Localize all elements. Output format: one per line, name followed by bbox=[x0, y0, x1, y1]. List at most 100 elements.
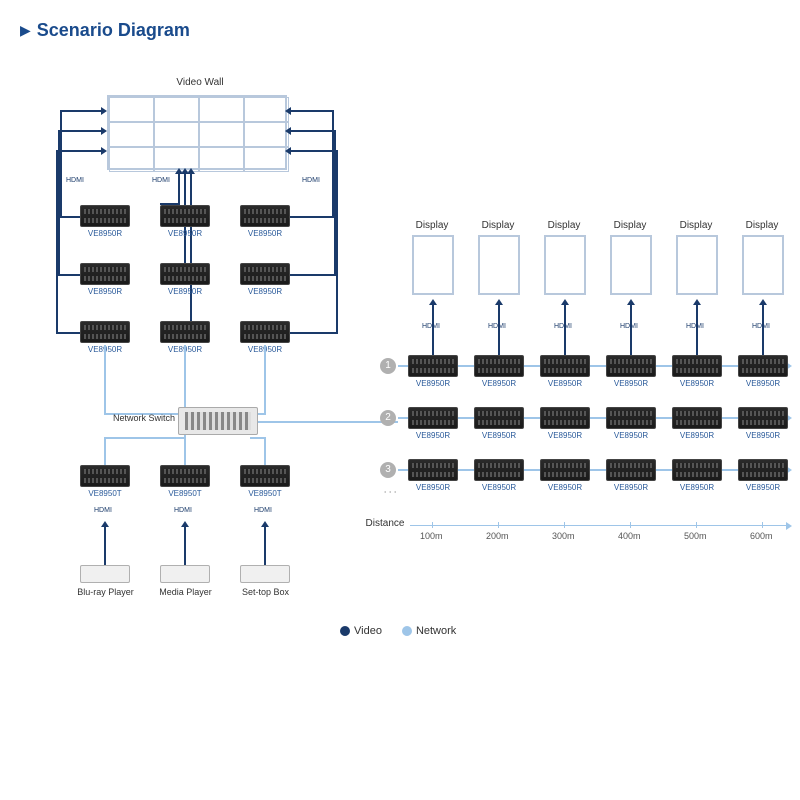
display-box bbox=[742, 235, 784, 295]
device-label: VE8950R bbox=[80, 229, 130, 238]
device-label: VE8950R bbox=[672, 379, 722, 388]
receiver-device bbox=[474, 459, 524, 481]
display-label: Display bbox=[407, 220, 457, 231]
device-label: VE8950R bbox=[738, 431, 788, 440]
device-label: VE8950R bbox=[606, 483, 656, 492]
device-label: VE8950R bbox=[160, 229, 210, 238]
device-label: VE8950R bbox=[474, 483, 524, 492]
video-wall-grid bbox=[107, 95, 287, 170]
legend-network: Network bbox=[402, 625, 456, 637]
receiver-device bbox=[606, 407, 656, 429]
distance-axis bbox=[410, 525, 788, 526]
receiver-device bbox=[540, 407, 590, 429]
receiver-device bbox=[160, 205, 210, 227]
device-label: VE8950R bbox=[540, 379, 590, 388]
receiver-device bbox=[408, 459, 458, 481]
source-settop bbox=[240, 565, 290, 583]
device-label: VE8950R bbox=[672, 431, 722, 440]
hdmi-label: HDMI bbox=[66, 177, 84, 184]
hdmi-label: HDMI bbox=[152, 177, 170, 184]
device-label: VE8950R bbox=[474, 379, 524, 388]
dist-tick-label: 400m bbox=[618, 531, 641, 541]
hdmi-label: HDMI bbox=[422, 323, 440, 330]
more-rows-dots: ⋮ bbox=[383, 485, 399, 501]
source-media bbox=[160, 565, 210, 583]
receiver-device bbox=[408, 355, 458, 377]
device-label: VE8950R bbox=[240, 229, 290, 238]
receiver-device bbox=[474, 407, 524, 429]
display-box bbox=[478, 235, 520, 295]
receiver-device bbox=[80, 263, 130, 285]
legend-network-label: Network bbox=[416, 625, 456, 637]
device-label: VE8950T bbox=[80, 489, 130, 498]
receiver-device bbox=[606, 355, 656, 377]
receiver-device bbox=[408, 407, 458, 429]
device-label: VE8950R bbox=[606, 431, 656, 440]
display-label: Display bbox=[671, 220, 721, 231]
receiver-device bbox=[160, 321, 210, 343]
device-label: VE8950R bbox=[474, 431, 524, 440]
receiver-device bbox=[672, 459, 722, 481]
title-row: ▶ Scenario Diagram bbox=[0, 0, 800, 41]
legend-video-label: Video bbox=[354, 625, 382, 637]
receiver-device bbox=[80, 321, 130, 343]
dist-tick-label: 300m bbox=[552, 531, 575, 541]
device-label: VE8950T bbox=[240, 489, 290, 498]
hdmi-label: HDMI bbox=[174, 507, 192, 514]
device-label: VE8950R bbox=[160, 287, 210, 296]
legend-dot-network bbox=[402, 626, 412, 636]
legend-video: Video bbox=[340, 625, 382, 637]
network-switch bbox=[178, 407, 258, 435]
transmitter-device bbox=[80, 465, 130, 487]
legend-dot-video bbox=[340, 626, 350, 636]
display-label: Display bbox=[737, 220, 787, 231]
display-label: Display bbox=[605, 220, 655, 231]
dist-tick-label: 600m bbox=[750, 531, 773, 541]
display-label: Display bbox=[473, 220, 523, 231]
hdmi-label: HDMI bbox=[94, 507, 112, 514]
receiver-device bbox=[672, 355, 722, 377]
device-label: VE8950R bbox=[738, 379, 788, 388]
source-label: Set-top Box bbox=[228, 587, 303, 597]
transmitter-device bbox=[160, 465, 210, 487]
receiver-device bbox=[80, 205, 130, 227]
receiver-device bbox=[606, 459, 656, 481]
receiver-device bbox=[474, 355, 524, 377]
device-label: VE8950R bbox=[540, 483, 590, 492]
receiver-device bbox=[540, 355, 590, 377]
device-label: VE8950R bbox=[540, 431, 590, 440]
device-label: VE8950T bbox=[160, 489, 210, 498]
receiver-device bbox=[240, 263, 290, 285]
hdmi-label: HDMI bbox=[686, 323, 704, 330]
switch-label: Network Switch bbox=[105, 413, 175, 423]
distance-label: Distance bbox=[360, 518, 410, 529]
video-wall-label: Video Wall bbox=[160, 77, 240, 88]
dist-tick-label: 100m bbox=[420, 531, 443, 541]
receiver-device bbox=[240, 205, 290, 227]
hdmi-label: HDMI bbox=[554, 323, 572, 330]
receiver-device bbox=[160, 263, 210, 285]
receiver-device bbox=[672, 407, 722, 429]
dist-tick-label: 500m bbox=[684, 531, 707, 541]
page-title: Scenario Diagram bbox=[37, 20, 190, 41]
title-bullet: ▶ bbox=[20, 22, 31, 39]
receiver-device bbox=[738, 407, 788, 429]
display-box bbox=[610, 235, 652, 295]
display-box bbox=[676, 235, 718, 295]
transmitter-device bbox=[240, 465, 290, 487]
device-label: VE8950R bbox=[408, 431, 458, 440]
device-label: VE8950R bbox=[738, 483, 788, 492]
dist-tick-label: 200m bbox=[486, 531, 509, 541]
display-box bbox=[412, 235, 454, 295]
hdmi-label: HDMI bbox=[620, 323, 638, 330]
device-label: VE8950R bbox=[408, 379, 458, 388]
device-label: VE8950R bbox=[672, 483, 722, 492]
display-box bbox=[544, 235, 586, 295]
device-label: VE8950R bbox=[240, 287, 290, 296]
hdmi-label: HDMI bbox=[302, 177, 320, 184]
display-label: Display bbox=[539, 220, 589, 231]
source-label: Blu-ray Player bbox=[68, 587, 143, 597]
row-number: 2 bbox=[380, 410, 396, 426]
device-label: VE8950R bbox=[408, 483, 458, 492]
row-number: 1 bbox=[380, 358, 396, 374]
